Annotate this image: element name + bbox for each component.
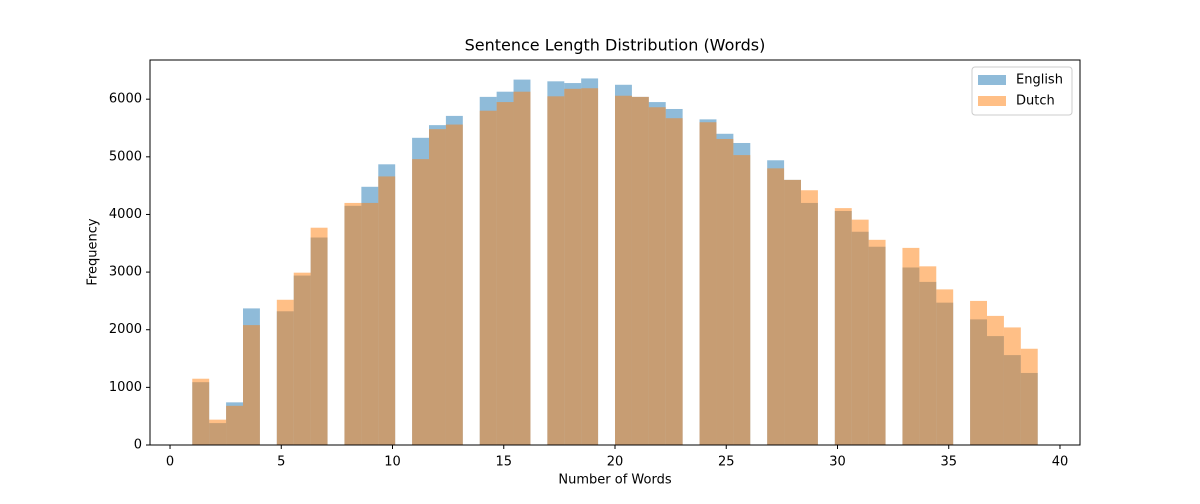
histogram-bar: [936, 289, 954, 445]
x-tick-label: 40: [1052, 455, 1069, 470]
histogram-bar: [919, 266, 937, 445]
legend-swatch: [978, 96, 1006, 106]
histogram-bar: [310, 227, 328, 445]
histogram-bar: [429, 129, 446, 445]
histogram-bar: [361, 202, 379, 445]
histogram-bar: [243, 325, 260, 445]
histogram-bar: [851, 219, 869, 445]
legend-swatch: [978, 75, 1006, 85]
histogram-bar: [293, 272, 311, 445]
histogram-bar: [615, 95, 632, 446]
x-tick-label: 30: [829, 455, 846, 470]
x-tick-label: 25: [718, 455, 735, 470]
histogram-bar: [970, 300, 987, 445]
y-axis-label: Frequency: [86, 218, 101, 285]
y-tick-label: 5000: [109, 149, 142, 164]
histogram-bar: [496, 102, 514, 445]
histogram-bar: [513, 91, 531, 446]
histogram-bar: [648, 107, 666, 445]
x-tick-label: 35: [940, 455, 957, 470]
x-tick-label: 0: [166, 455, 174, 470]
histogram-bar: [378, 176, 396, 445]
histogram-bar: [902, 247, 920, 445]
histogram-bar: [767, 168, 785, 446]
histogram-bar: [479, 110, 497, 445]
histogram-bar: [868, 239, 886, 445]
legend-label: Dutch: [1016, 94, 1055, 109]
histogram-bar: [445, 124, 463, 445]
histogram-bar: [716, 138, 734, 445]
histogram-bar: [801, 190, 818, 445]
y-tick-label: 4000: [109, 207, 142, 222]
histogram-bar: [412, 159, 429, 446]
x-tick-label: 5: [277, 455, 285, 470]
histogram-bar: [564, 88, 582, 445]
x-tick-label: 15: [495, 455, 512, 470]
histogram-bar: [699, 122, 717, 445]
legend-label: English: [1016, 73, 1063, 88]
y-tick-label: 1000: [109, 380, 142, 395]
histogram-bar: [581, 88, 599, 445]
histogram-bar: [1003, 327, 1021, 445]
chart-title: Sentence Length Distribution (Words): [465, 36, 766, 55]
histogram-bar: [192, 378, 210, 445]
histogram-bar: [547, 96, 565, 446]
x-axis-label: Number of Words: [558, 473, 671, 488]
y-tick-label: 6000: [109, 92, 142, 107]
histogram-bar: [987, 315, 1004, 445]
y-tick-label: 0: [134, 438, 142, 453]
histogram-bar: [1020, 348, 1038, 445]
histogram-bar: [733, 155, 751, 446]
x-tick-label: 20: [607, 455, 624, 470]
x-tick-label: 10: [384, 455, 401, 470]
y-tick-label: 3000: [109, 265, 142, 280]
histogram-bar: [665, 118, 683, 446]
histogram-bar: [631, 96, 649, 445]
histogram-bar: [276, 299, 294, 445]
histogram-bar: [834, 208, 852, 445]
histogram-bar: [784, 179, 801, 445]
histogram-bar: [209, 419, 227, 445]
histogram-bar: [344, 202, 362, 445]
y-tick-label: 2000: [109, 322, 142, 337]
histogram-bar: [226, 405, 243, 445]
